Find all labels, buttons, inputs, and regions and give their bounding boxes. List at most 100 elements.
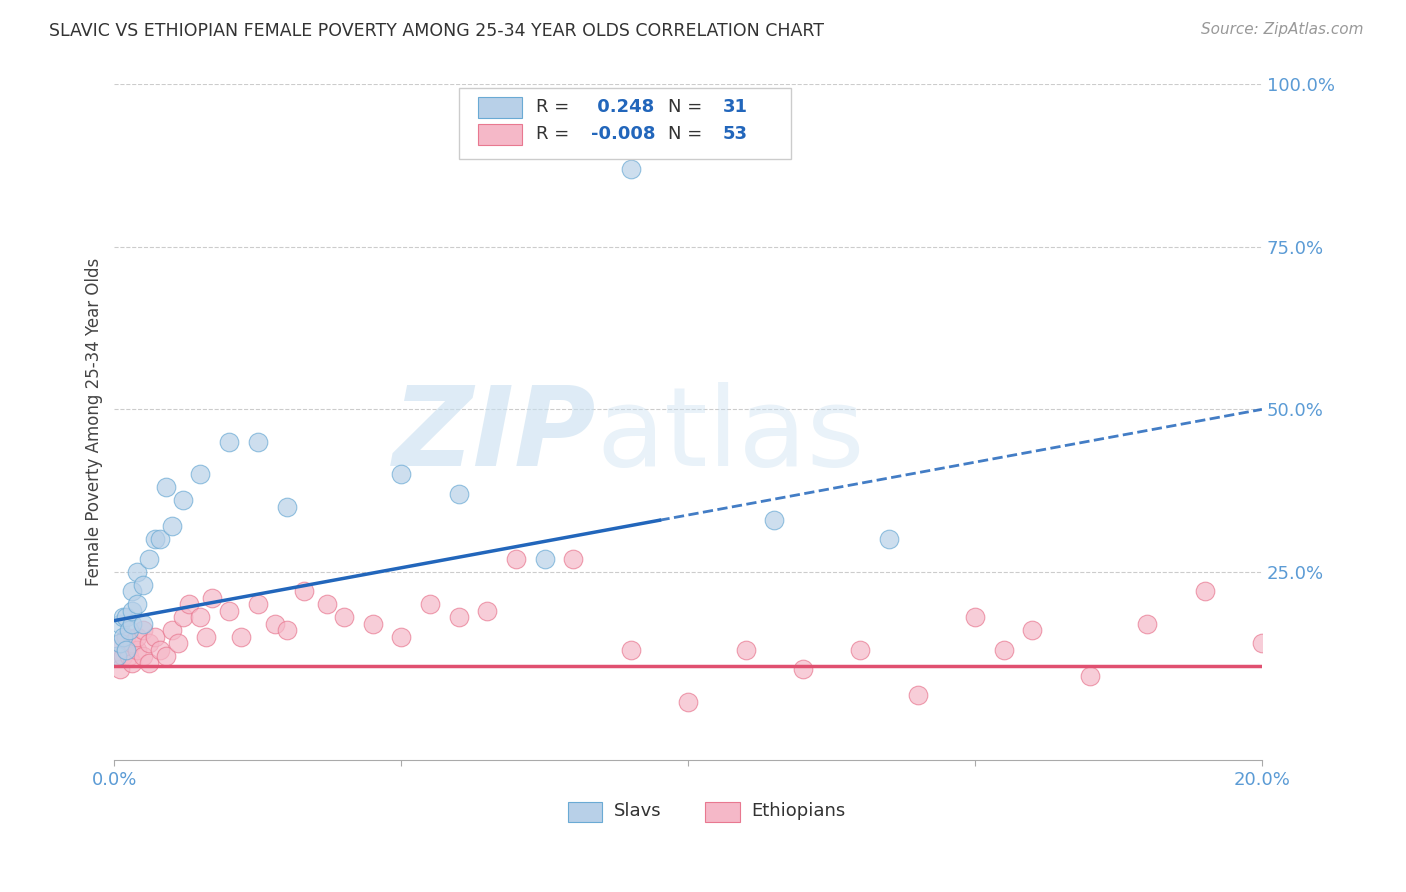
Point <box>127 597 149 611</box>
Point <box>533 551 555 566</box>
Point <box>1078 669 1101 683</box>
Point <box>111 649 134 664</box>
Point <box>118 624 141 638</box>
Point <box>195 630 218 644</box>
Point <box>276 500 298 514</box>
FancyBboxPatch shape <box>478 96 522 119</box>
Point <box>108 616 131 631</box>
Point <box>292 584 315 599</box>
Point <box>734 642 756 657</box>
Point <box>160 519 183 533</box>
Point <box>121 604 143 618</box>
Point <box>115 642 138 657</box>
FancyBboxPatch shape <box>568 802 602 822</box>
Point <box>127 642 149 657</box>
Point <box>229 630 252 644</box>
FancyBboxPatch shape <box>458 87 792 159</box>
Point <box>218 434 240 449</box>
Point <box>562 551 585 566</box>
FancyBboxPatch shape <box>706 802 740 822</box>
Point <box>676 695 699 709</box>
Point <box>115 642 138 657</box>
Point <box>201 591 224 605</box>
Point <box>389 467 412 482</box>
Point <box>105 649 128 664</box>
Point <box>127 630 149 644</box>
Point <box>108 636 131 650</box>
Point <box>115 630 138 644</box>
Text: 31: 31 <box>723 98 748 117</box>
Point <box>132 624 155 638</box>
Point <box>149 533 172 547</box>
Point <box>1251 636 1274 650</box>
Point <box>108 662 131 676</box>
Point <box>190 467 212 482</box>
Point <box>315 597 337 611</box>
Text: Slavs: Slavs <box>613 802 661 820</box>
Point <box>993 642 1015 657</box>
Point <box>143 533 166 547</box>
Point <box>149 642 172 657</box>
Text: 53: 53 <box>723 126 748 144</box>
Point <box>505 551 527 566</box>
Text: 0.248: 0.248 <box>591 98 654 117</box>
Point <box>246 597 269 611</box>
Point <box>172 493 194 508</box>
Text: N =: N = <box>668 98 707 117</box>
Point <box>907 688 929 702</box>
Point <box>132 649 155 664</box>
Point <box>389 630 412 644</box>
Text: SLAVIC VS ETHIOPIAN FEMALE POVERTY AMONG 25-34 YEAR OLDS CORRELATION CHART: SLAVIC VS ETHIOPIAN FEMALE POVERTY AMONG… <box>49 22 824 40</box>
Point <box>1021 624 1043 638</box>
Point <box>190 610 212 624</box>
Point <box>138 551 160 566</box>
Point <box>155 480 177 494</box>
Point <box>620 642 643 657</box>
Point <box>121 616 143 631</box>
FancyBboxPatch shape <box>478 124 522 145</box>
Point <box>172 610 194 624</box>
Point <box>792 662 814 676</box>
Point <box>1136 616 1159 631</box>
Point <box>447 610 470 624</box>
Point <box>115 610 138 624</box>
Point <box>118 649 141 664</box>
Point <box>108 636 131 650</box>
Text: R =: R = <box>536 126 575 144</box>
Point <box>121 636 143 650</box>
Point <box>127 565 149 579</box>
Point <box>143 630 166 644</box>
Point <box>111 610 134 624</box>
Point <box>361 616 384 631</box>
Point <box>264 616 287 631</box>
Point <box>111 630 134 644</box>
Point <box>121 584 143 599</box>
Point <box>763 513 786 527</box>
Point <box>155 649 177 664</box>
Point <box>246 434 269 449</box>
Text: Source: ZipAtlas.com: Source: ZipAtlas.com <box>1201 22 1364 37</box>
Point <box>963 610 986 624</box>
Point <box>877 533 900 547</box>
Text: N =: N = <box>668 126 707 144</box>
Point <box>160 624 183 638</box>
Point <box>276 624 298 638</box>
Text: Ethiopians: Ethiopians <box>751 802 845 820</box>
Text: ZIP: ZIP <box>392 383 596 490</box>
Point <box>177 597 200 611</box>
Point <box>166 636 188 650</box>
Point <box>849 642 872 657</box>
Point <box>121 656 143 670</box>
Point <box>132 578 155 592</box>
Text: atlas: atlas <box>596 383 865 490</box>
Point <box>218 604 240 618</box>
Point <box>477 604 499 618</box>
Point <box>138 636 160 650</box>
Point <box>620 161 643 176</box>
Point <box>333 610 356 624</box>
Text: -0.008: -0.008 <box>591 126 655 144</box>
Point <box>105 649 128 664</box>
Point <box>447 487 470 501</box>
Point <box>138 656 160 670</box>
Y-axis label: Female Poverty Among 25-34 Year Olds: Female Poverty Among 25-34 Year Olds <box>86 259 103 587</box>
